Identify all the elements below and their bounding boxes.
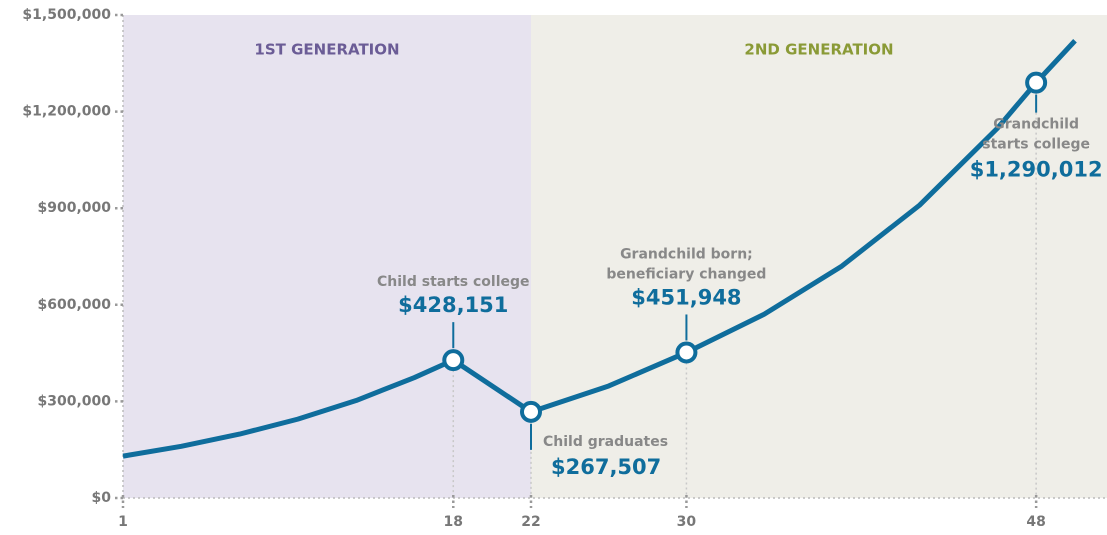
y-tick-label: $600,000	[37, 297, 111, 313]
value-label: $1,290,012	[970, 158, 1103, 182]
y-tick-label: $0	[92, 490, 112, 506]
annotation: Child starts college	[377, 274, 530, 290]
annotation: beneficiary changed	[606, 266, 766, 282]
region	[123, 15, 531, 498]
x-tick-label: 1	[118, 514, 128, 530]
value-label: $451,948	[631, 285, 741, 309]
value-label: $267,507	[551, 455, 661, 479]
point	[520, 400, 542, 423]
y-tick-label: $300,000	[37, 393, 111, 409]
region	[531, 15, 1107, 498]
y-tick-label: $900,000	[37, 200, 111, 216]
point	[1025, 71, 1048, 94]
y-tick-label: $1,200,000	[22, 104, 111, 120]
line	[122, 39, 1077, 459]
point	[675, 341, 698, 364]
point	[442, 349, 465, 372]
annotation: starts college	[982, 137, 1090, 153]
annotation: Grandchild born;	[620, 246, 753, 262]
annotation: Grandchild	[993, 117, 1079, 133]
value-label: $428,151	[398, 293, 508, 317]
x-tick-label: 22	[521, 514, 540, 530]
x-tick-label: 48	[1026, 514, 1045, 530]
region-label: 1ST GENERATION	[254, 41, 399, 59]
annotation: Child graduates	[543, 434, 668, 450]
y-tick-label: $1,500,000	[22, 7, 111, 23]
x-tick-label: 30	[677, 514, 697, 530]
region-label: 2ND GENERATION	[744, 41, 893, 59]
x-tick-label: 18	[444, 514, 463, 530]
